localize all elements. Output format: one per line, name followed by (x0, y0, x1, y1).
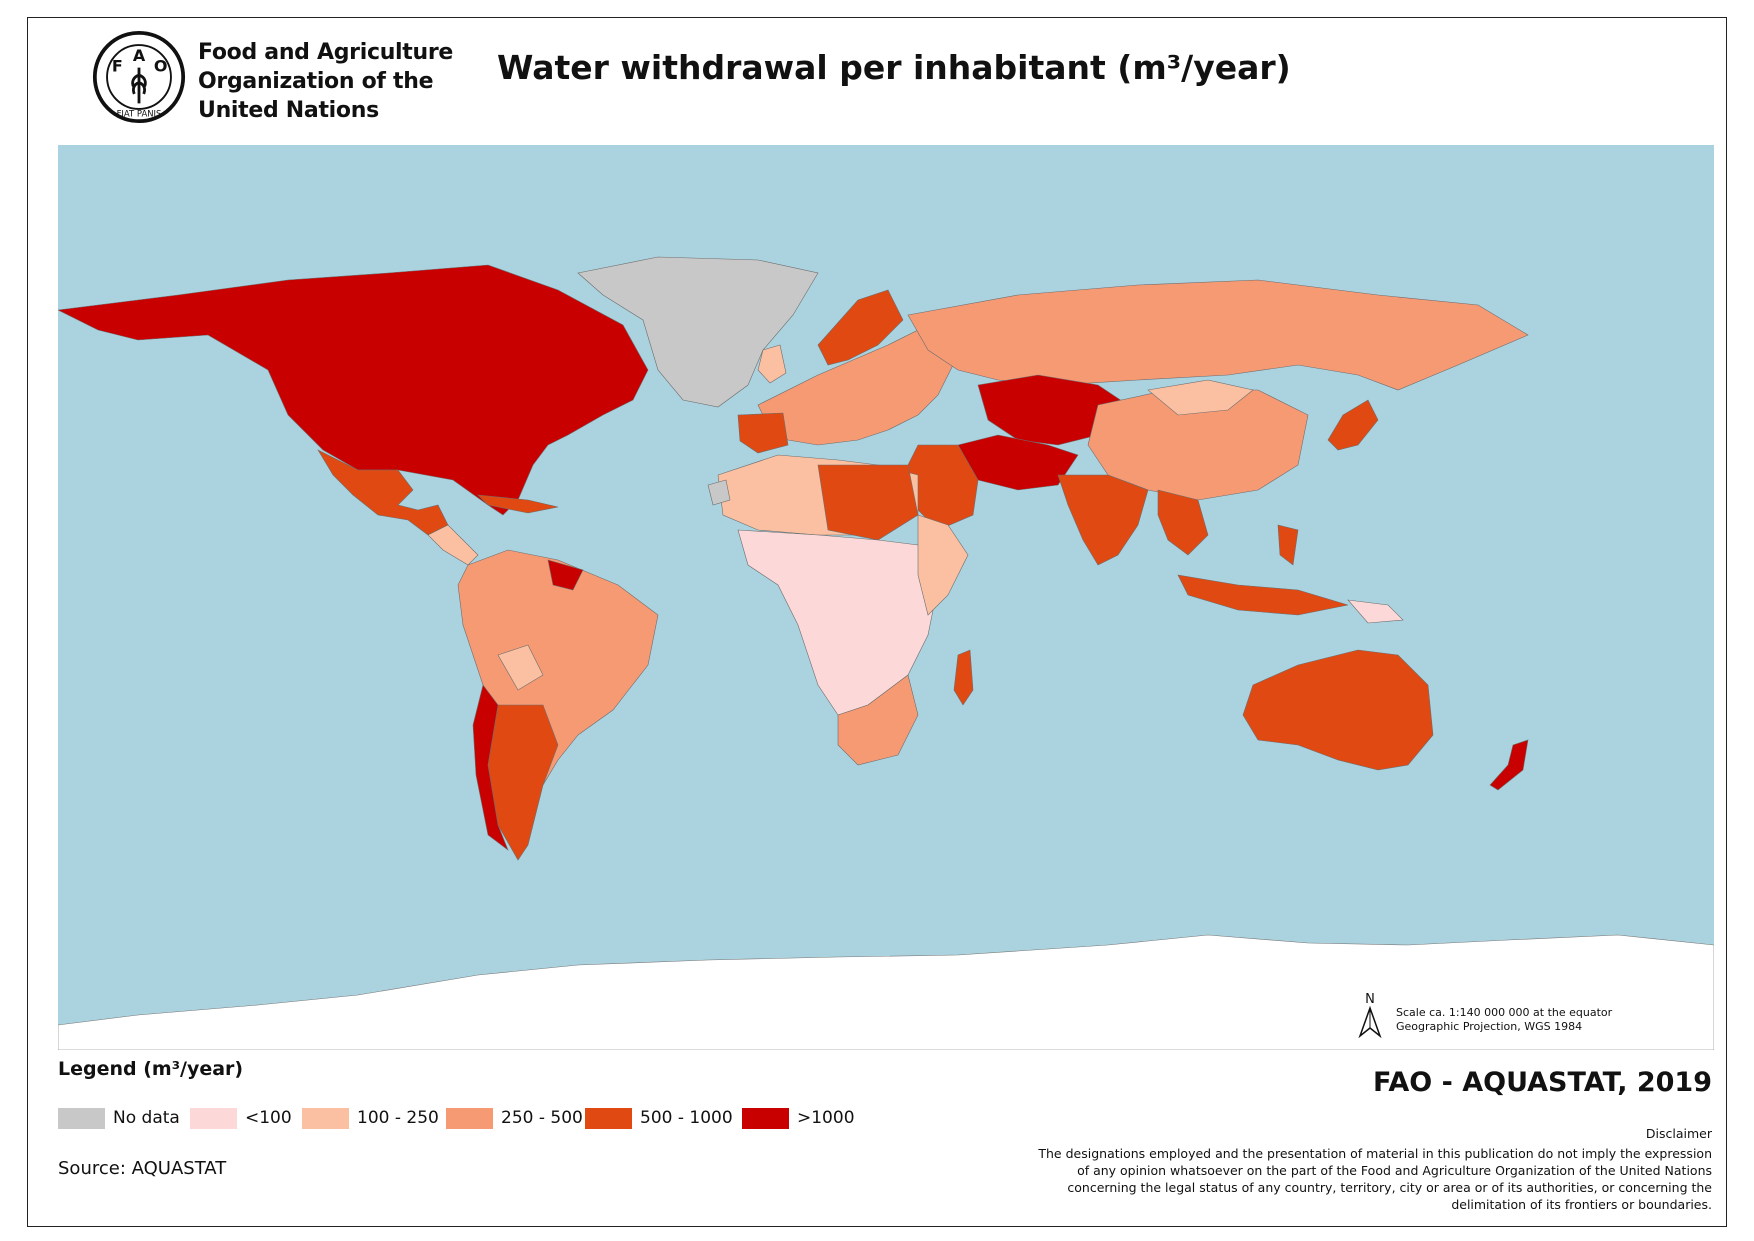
disclaimer-line: delimitation of its frontiers or boundar… (1451, 1197, 1712, 1212)
legend-title: Legend (m³/year) (58, 1058, 244, 1080)
page-frame (27, 17, 1727, 1227)
svg-text:N: N (1365, 992, 1375, 1007)
madagascar-region (953, 649, 974, 706)
svg-text:A: A (133, 46, 146, 65)
caribbean-region (477, 494, 559, 514)
legend-item: 250 - 500 (446, 1107, 583, 1129)
legend-label: 250 - 500 (501, 1108, 583, 1128)
legend: No data <100 100 - 250 250 - 500 500 - 1000 >… (58, 1107, 958, 1129)
libya-egypt-region (817, 464, 919, 541)
new-zealand-region (1489, 739, 1529, 791)
svg-text:F: F (112, 56, 123, 75)
southeast-asia-region (1157, 489, 1209, 556)
north-arrow-icon: N (1358, 992, 1382, 1039)
source-text: Source: AQUASTAT (58, 1158, 227, 1179)
disclaimer-line: concerning the legal status of any count… (1067, 1180, 1712, 1195)
org-line-2: Organization of the (198, 69, 434, 94)
credit-text: FAO - AQUASTAT, 2019 (1373, 1067, 1712, 1098)
uk-region (757, 344, 787, 384)
iran-pakistan-region (957, 434, 1079, 491)
japan-region (1327, 399, 1379, 451)
legend-item: >1000 (742, 1107, 855, 1129)
svg-text:FIAT PANIS: FIAT PANIS (117, 108, 162, 118)
bolivia-region (497, 644, 544, 691)
legend-swatch (446, 1107, 493, 1129)
western-sahara-region (707, 479, 731, 506)
legend-swatch (302, 1107, 349, 1129)
north-arrow: N (1358, 990, 1382, 1040)
chile-region (472, 684, 509, 851)
india-region (1057, 474, 1149, 566)
org-line-3: United Nations (198, 98, 379, 123)
disclaimer-title: Disclaimer (1645, 1126, 1712, 1141)
legend-item: 100 - 250 (302, 1107, 439, 1129)
scale-line-1: Scale ca. 1:140 000 000 at the equator (1396, 1006, 1613, 1019)
russia-region (907, 279, 1529, 391)
legend-label: >1000 (797, 1108, 855, 1128)
legend-label: 500 - 1000 (640, 1108, 733, 1128)
map-title: Water withdrawal per inhabitant (m³/year… (497, 48, 1291, 87)
legend-item: <100 (190, 1107, 292, 1129)
legend-label: 100 - 250 (357, 1108, 439, 1128)
scale-note: Scale ca. 1:140 000 000 at the equator G… (1396, 1006, 1612, 1034)
guyana-region (547, 559, 584, 591)
legend-label: <100 (245, 1108, 292, 1128)
disclaimer-line: The designations employed and the presen… (1038, 1146, 1712, 1161)
organization-name: Food and Agriculture Organization of the… (198, 38, 453, 125)
europe-region (757, 319, 959, 446)
svg-text:O: O (154, 56, 168, 75)
iberia-region (737, 412, 789, 454)
legend-swatch (742, 1107, 789, 1129)
southern-africa-region (837, 674, 919, 766)
disclaimer: Disclaimer The designations employed and… (952, 1125, 1712, 1213)
legend-item: 500 - 1000 (585, 1107, 733, 1129)
scandinavia-region (817, 289, 904, 366)
indonesia-region (1177, 574, 1349, 616)
legend-label: No data (113, 1108, 180, 1128)
east-africa-region (917, 514, 969, 616)
legend-swatch (585, 1107, 632, 1129)
legend-swatch (58, 1107, 105, 1129)
legend-swatch (190, 1107, 237, 1129)
philippines-region (1277, 524, 1299, 566)
north-america-region (58, 264, 649, 516)
legend-item: No data (58, 1107, 180, 1129)
world-map (58, 145, 1714, 1050)
greenland-region (577, 256, 819, 408)
fao-logo: F A O FIAT PANIS (92, 30, 186, 124)
antarctica-region (58, 934, 1714, 1050)
projection-line: Geographic Projection, WGS 1984 (1396, 1020, 1583, 1033)
mexico-region (317, 449, 449, 536)
central-america-region (427, 524, 479, 566)
australia-region (1242, 649, 1434, 771)
org-line-1: Food and Agriculture (198, 40, 454, 65)
papua-region (1347, 599, 1404, 624)
disclaimer-line: of any opinion whatsoever on the part of… (1077, 1163, 1712, 1178)
mongolia-region (1147, 379, 1254, 416)
